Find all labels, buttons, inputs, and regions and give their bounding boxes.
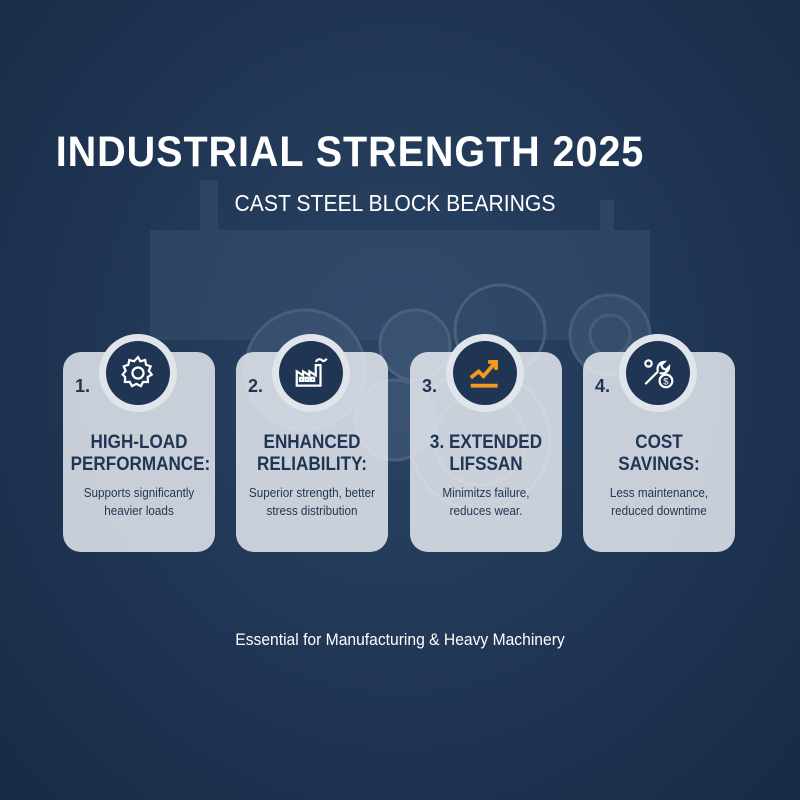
desc-line: reduces wear.: [449, 503, 523, 518]
feature-card-high-load: 1. HIGH-LOAD PERFORMANCE: Supports signif…: [63, 334, 215, 552]
trend-up-icon: [446, 334, 524, 412]
card-heading: 3. EXTENDED LIFSSAN: [418, 432, 555, 476]
wrench-money-icon: $: [619, 334, 697, 412]
heading-line: ENHANCED: [263, 432, 361, 453]
footer-tagline: Essential for Manufacturing & Heavy Mach…: [235, 630, 565, 649]
feature-card-cost-savings: $ 4. COST SAVINGS: Less maintenance, reduc…: [583, 334, 735, 552]
gear-icon: [99, 334, 177, 412]
desc-line: Supports significantly: [83, 485, 195, 500]
card-number: 3.: [422, 376, 438, 396]
factory-icon: [272, 334, 350, 412]
card-number: 1.: [75, 376, 91, 396]
heading-line: RELIABILITY:: [257, 454, 367, 475]
svg-text:$: $: [663, 377, 669, 388]
heading-line: SAVINGS:: [618, 454, 700, 475]
card-description: Minimitzs failure, reduces wear.: [418, 484, 555, 520]
card-description: Less maintenance, reduced downtime: [591, 484, 728, 520]
card-heading: COST SAVINGS:: [591, 432, 728, 476]
card-number: 2.: [248, 376, 264, 396]
desc-line: Minimitzs failure,: [442, 485, 530, 500]
desc-line: reduced downtime: [611, 503, 707, 518]
desc-line: Less maintenance,: [609, 485, 709, 500]
desc-line: stress distribution: [266, 503, 358, 518]
heading-line: LIFSSAN: [449, 454, 523, 475]
card-heading: HIGH-LOAD PERFORMANCE:: [70, 432, 211, 476]
card-description: Supports significantly heavier loads: [71, 484, 208, 520]
feature-card-lifespan: 3. 3. EXTENDED LIFSSAN Minimitzs failure,…: [410, 334, 562, 552]
card-heading: ENHANCED RELIABILITY:: [244, 432, 381, 476]
heading-line: COST: [635, 432, 683, 453]
heading-line: HIGH-LOAD: [90, 432, 188, 453]
page-subtitle: CAST STEEL BLOCK BEARINGS: [234, 190, 556, 216]
page-title: INDUSTRIAL STRENGTH 2025: [55, 128, 645, 176]
heading-line: 3. EXTENDED: [429, 432, 543, 453]
desc-line: heavier loads: [104, 503, 174, 518]
card-description: Superior strength, better stress distribu…: [244, 484, 381, 520]
desc-line: Superior strength, better: [248, 485, 376, 500]
heading-line: PERFORMANCE:: [70, 454, 211, 475]
feature-card-reliability: 2. ENHANCED RELIABILITY: Superior strengt…: [236, 334, 388, 552]
card-number: 4.: [595, 376, 611, 396]
